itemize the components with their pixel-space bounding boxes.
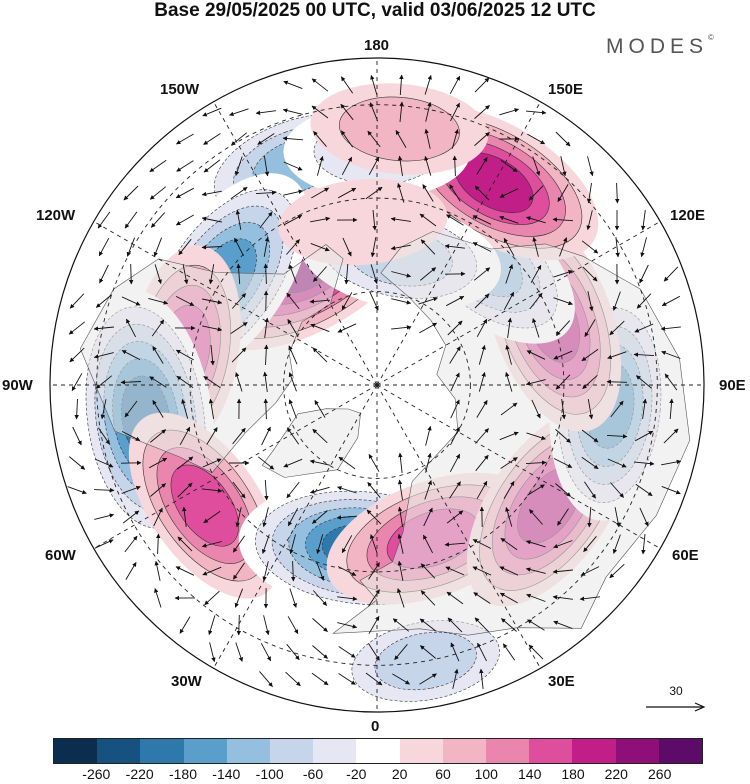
- colorbar-segment: [443, 739, 486, 763]
- reference-vector-arrow: [645, 700, 707, 714]
- lon-label-90w: 90W: [2, 378, 33, 394]
- colorbar-tick-label: -100: [248, 766, 292, 782]
- colorbar-segment: [227, 739, 270, 763]
- lon-label-150w: 150W: [160, 82, 199, 98]
- colorbar-segment: [140, 739, 183, 763]
- colorbar-segment: [54, 739, 97, 763]
- lon-label-0: 0: [371, 719, 379, 735]
- colorbar-segment: [616, 739, 659, 763]
- polar-map: [0, 0, 750, 735]
- colorbar-tick-label: -60: [291, 766, 335, 782]
- lon-label-60w: 60W: [45, 548, 76, 564]
- colorbar-tick-label: 100: [464, 766, 508, 782]
- wind-vector: [607, 382, 627, 383]
- colorbar-segment: [356, 739, 399, 763]
- colorbar-tick-label: -140: [204, 766, 248, 782]
- colorbar-tick-label: 60: [421, 766, 465, 782]
- lon-label-30w: 30W: [171, 674, 202, 690]
- colorbar-segment: [659, 739, 702, 763]
- colorbar: [53, 738, 703, 764]
- lon-label-30e: 30E: [548, 674, 575, 690]
- wind-vector: [239, 615, 240, 635]
- lon-label-60e: 60E: [672, 548, 699, 564]
- colorbar-tick-label: -220: [118, 766, 162, 782]
- lon-label-180: 180: [364, 38, 389, 54]
- lon-label-120e: 120E: [670, 208, 705, 224]
- colorbar-segment: [400, 739, 443, 763]
- colorbar-tick-label: -260: [74, 766, 118, 782]
- colorbar-tick-label: 260: [638, 766, 682, 782]
- colorbar-tick-label: 140: [508, 766, 552, 782]
- lon-label-90e: 90E: [719, 378, 746, 394]
- lon-label-150e: 150E: [548, 82, 583, 98]
- reference-vector-value: 30: [664, 684, 688, 698]
- colorbar-segment: [270, 739, 313, 763]
- colorbar-segment: [184, 739, 227, 763]
- colorbar-segment: [313, 739, 356, 763]
- lon-label-120w: 120W: [36, 208, 75, 224]
- wind-vector: [131, 264, 132, 284]
- colorbar-tick-label: 180: [551, 766, 595, 782]
- colorbar-segment: [97, 739, 140, 763]
- colorbar-tick-label: -180: [161, 766, 205, 782]
- colorbar-segment: [572, 739, 615, 763]
- colorbar-tick-label: 220: [594, 766, 638, 782]
- colorbar-segment: [486, 739, 529, 763]
- colorbar-segment: [529, 739, 572, 763]
- colorbar-tick-label: -20: [334, 766, 378, 782]
- colorbar-tick-label: 20: [378, 766, 422, 782]
